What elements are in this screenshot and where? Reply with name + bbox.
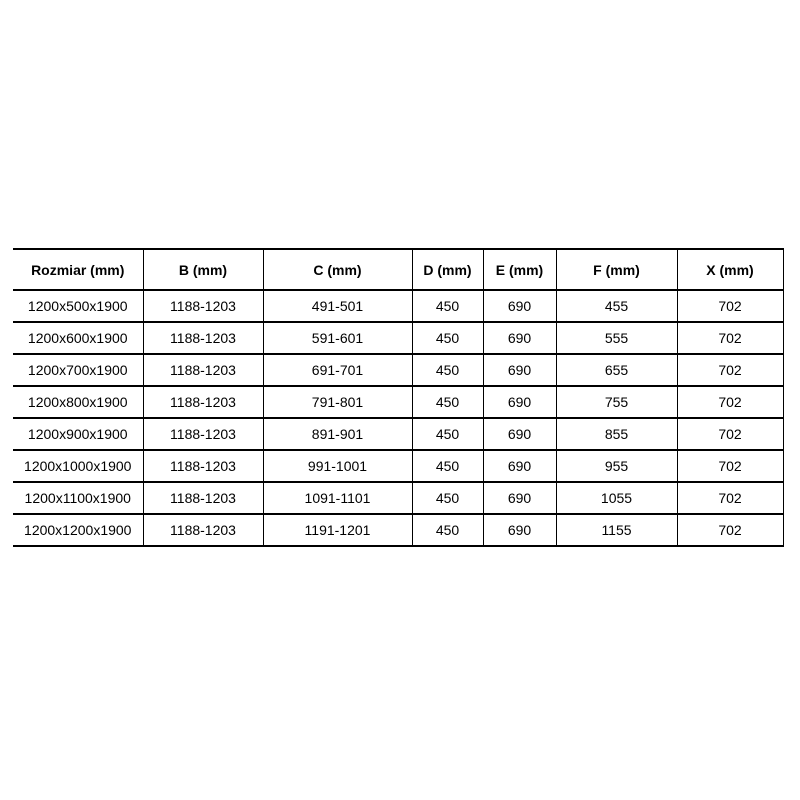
table-cell: 690 [482,385,557,418]
header-cell: C (mm) [262,248,413,290]
table-cell: 1200x500x1900 [13,289,144,322]
table-cell: 1200x1100x1900 [13,481,144,514]
table-row: 1200x700x1900 1188-1203 691-701 450 690 655 70… [13,353,784,386]
table-cell: 655 [555,353,678,386]
table-cell: 450 [411,289,484,322]
table-row: 1200x600x1900 1188-1203 591-601 450 690 555 70… [13,321,784,354]
table-cell: 1200x700x1900 [13,353,144,386]
table-row: 1200x900x1900 1188-1203 891-901 450 690 855 70… [13,417,784,450]
table-cell: 591-601 [262,321,413,354]
table-cell: 690 [482,449,557,482]
table-cell: 702 [676,289,784,322]
table-cell: 491-501 [262,289,413,322]
header-cell: B (mm) [142,248,264,290]
table-cell: 702 [676,353,784,386]
table-cell: 450 [411,481,484,514]
table-cell: 1188-1203 [142,449,264,482]
table-cell: 555 [555,321,678,354]
table-cell: 690 [482,289,557,322]
table-cell: 1188-1203 [142,289,264,322]
table-cell: 702 [676,481,784,514]
table-cell: 690 [482,417,557,450]
table-cell: 450 [411,449,484,482]
table-cell: 702 [676,449,784,482]
table-cell: 702 [676,513,784,547]
table-cell: 450 [411,417,484,450]
table-cell: 690 [482,321,557,354]
table-header-row: Rozmiar (mm) B (mm) C (mm) D (mm) E (mm) F (m… [13,248,784,290]
table-cell: 755 [555,385,678,418]
table-cell: 1200x1000x1900 [13,449,144,482]
header-cell: F (mm) [555,248,678,290]
table-cell: 1091-1101 [262,481,413,514]
table-cell: 791-801 [262,385,413,418]
table-cell: 1188-1203 [142,321,264,354]
header-cell: D (mm) [411,248,484,290]
table-cell: 1188-1203 [142,513,264,547]
table-cell: 690 [482,481,557,514]
table-cell: 702 [676,321,784,354]
table-cell: 1200x800x1900 [13,385,144,418]
table-row: 1200x500x1900 1188-1203 491-501 450 690 455 70… [13,289,784,322]
table-cell: 991-1001 [262,449,413,482]
table-cell: 702 [676,417,784,450]
table-cell: 1055 [555,481,678,514]
table-cell: 1200x1200x1900 [13,513,144,547]
table-cell: 955 [555,449,678,482]
table-body: 1200x500x1900 1188-1203 491-501 450 690 455 70… [13,289,784,547]
header-cell: Rozmiar (mm) [13,248,144,290]
dimensions-table: Rozmiar (mm) B (mm) C (mm) D (mm) E (mm) F (m… [13,248,784,547]
table-cell: 691-701 [262,353,413,386]
table-cell: 450 [411,321,484,354]
table-cell: 450 [411,385,484,418]
table-cell: 702 [676,385,784,418]
table-cell: 450 [411,513,484,547]
table-cell: 1188-1203 [142,481,264,514]
table-cell: 690 [482,353,557,386]
table-cell: 855 [555,417,678,450]
table-cell: 891-901 [262,417,413,450]
table-row: 1200x1200x1900 1188-1203 1191-1201 450 690 11… [13,513,784,547]
table-cell: 1200x900x1900 [13,417,144,450]
table-cell: 450 [411,353,484,386]
table-cell: 1188-1203 [142,385,264,418]
table-cell: 1191-1201 [262,513,413,547]
header-cell: X (mm) [676,248,784,290]
table-row: 1200x1000x1900 1188-1203 991-1001 450 690 955… [13,449,784,482]
table-cell: 1155 [555,513,678,547]
table-cell: 690 [482,513,557,547]
table-cell: 1188-1203 [142,353,264,386]
table-cell: 1200x600x1900 [13,321,144,354]
table-cell: 455 [555,289,678,322]
table-row: 1200x800x1900 1188-1203 791-801 450 690 755 70… [13,385,784,418]
table-row: 1200x1100x1900 1188-1203 1091-1101 450 690 10… [13,481,784,514]
table-cell: 1188-1203 [142,417,264,450]
header-cell: E (mm) [482,248,557,290]
